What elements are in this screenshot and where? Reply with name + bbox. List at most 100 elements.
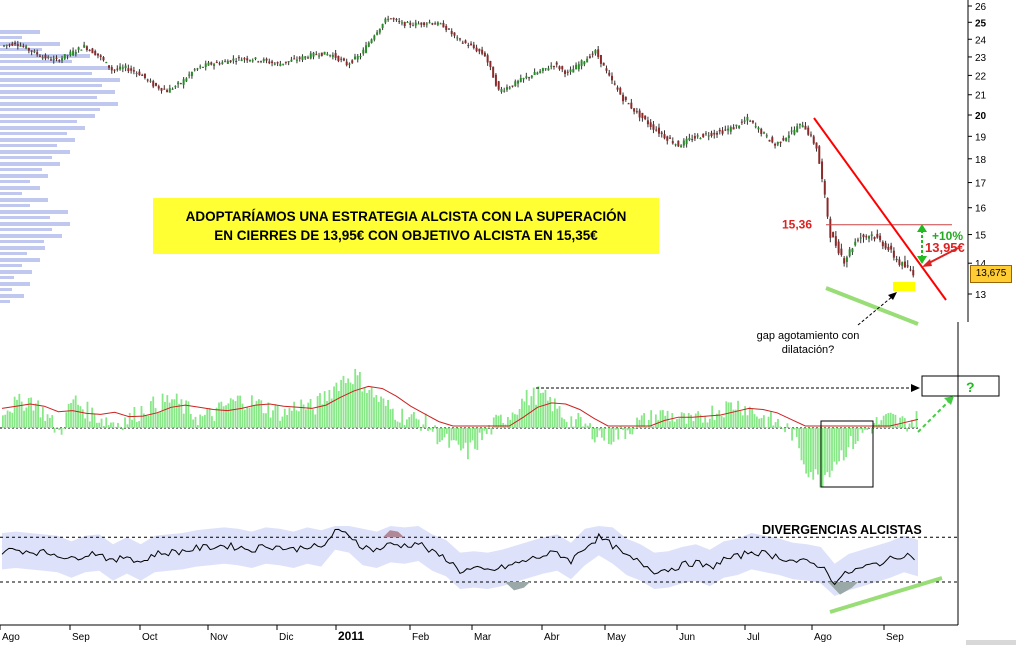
- time-tick-label: Mar: [474, 632, 492, 643]
- candle-body: [903, 261, 906, 268]
- candle-body: [704, 133, 707, 135]
- candle-body: [862, 234, 865, 238]
- histogram-bar: [859, 428, 862, 430]
- candle-body: [326, 54, 329, 56]
- candle-body: [721, 130, 724, 134]
- histogram-bar: [255, 400, 258, 428]
- histogram-bar: [856, 428, 859, 442]
- candle-body: [478, 48, 481, 52]
- histogram-bar: [86, 401, 89, 428]
- volume-profile-bar: [0, 66, 110, 70]
- histogram-bar: [337, 391, 340, 428]
- histogram-bar: [389, 409, 392, 428]
- candle-body: [663, 134, 666, 139]
- histogram-bar: [142, 413, 145, 428]
- candle-body: [624, 96, 627, 101]
- histogram-bar: [366, 392, 368, 428]
- histogram-bar: [854, 428, 857, 444]
- histogram-bar: [368, 390, 371, 428]
- candle-body: [660, 132, 663, 134]
- histogram-bar: [497, 415, 500, 428]
- candle-body: [713, 132, 716, 135]
- candle-body: [132, 70, 135, 72]
- candle-body: [157, 86, 160, 89]
- histogram-bar: [596, 428, 599, 438]
- candle-body: [680, 145, 683, 148]
- candle-body: [544, 68, 547, 70]
- candle-body: [641, 112, 644, 119]
- histogram-bar: [908, 423, 911, 428]
- candle-body: [442, 22, 445, 28]
- candle-body: [121, 67, 124, 69]
- oversold-fill: [505, 582, 530, 591]
- candle-body: [348, 63, 351, 65]
- histogram-bar: [323, 391, 326, 428]
- candle-body: [599, 55, 602, 64]
- candle-body: [605, 68, 608, 71]
- histogram-bar: [488, 425, 490, 428]
- candle-body: [774, 143, 777, 146]
- candle-body: [179, 83, 182, 85]
- histogram-bar: [753, 414, 756, 428]
- volume-profile-bar: [0, 48, 42, 51]
- histogram-bar: [403, 425, 406, 428]
- histogram-bar: [579, 416, 582, 428]
- candle-body: [55, 57, 58, 59]
- histogram-bar: [711, 405, 714, 428]
- candle-body: [135, 73, 138, 75]
- candle-body: [738, 125, 741, 129]
- candle-body: [710, 132, 713, 136]
- histogram-bar: [220, 401, 223, 428]
- histogram-bar: [873, 422, 876, 428]
- candle-body: [182, 79, 185, 85]
- histogram-bar: [694, 413, 697, 428]
- volume-profile-bar: [0, 84, 102, 87]
- histogram-bar: [281, 416, 284, 428]
- candle-body: [260, 60, 263, 62]
- histogram-bar: [805, 428, 808, 474]
- time-tick-label: May: [607, 632, 626, 643]
- candle-body: [666, 136, 669, 141]
- histogram-bar: [713, 419, 716, 428]
- candle-body: [309, 53, 312, 59]
- candle-body: [69, 51, 72, 55]
- histogram-bar: [18, 393, 21, 428]
- histogram-bar: [650, 410, 653, 428]
- price-tick-label: 18: [975, 155, 987, 166]
- histogram-bar: [880, 420, 883, 428]
- volume-profile-bar: [0, 246, 45, 250]
- histogram-bar: [213, 420, 216, 428]
- candle-body: [213, 64, 216, 66]
- candle-body: [743, 120, 746, 122]
- histogram-bar: [744, 406, 746, 428]
- trigger-arrowhead: [922, 259, 932, 267]
- histogram-bar: [861, 428, 864, 433]
- price-tick-label: 13: [975, 290, 987, 301]
- volume-profile-bar: [0, 270, 32, 274]
- candle-body: [240, 59, 243, 61]
- volume-profile-bar: [0, 120, 77, 123]
- histogram-bar: [521, 398, 523, 428]
- candle-body: [279, 63, 282, 67]
- histogram-bar: [253, 405, 256, 428]
- candle-body: [365, 45, 368, 53]
- histogram-bar: [716, 413, 718, 428]
- histogram-bar: [356, 375, 359, 428]
- histogram-bar: [819, 428, 822, 488]
- histogram-bar: [126, 424, 129, 428]
- histogram-bar: [333, 386, 335, 428]
- candle-body: [785, 137, 788, 141]
- histogram-bar: [34, 403, 37, 428]
- histogram-bar: [612, 428, 615, 442]
- histogram-bar: [384, 405, 387, 428]
- time-tick-label: Oct: [142, 632, 158, 643]
- candle-body: [796, 126, 799, 133]
- histogram-bar: [295, 410, 298, 428]
- histogram-bar: [640, 415, 643, 428]
- candle-body: [94, 51, 97, 56]
- candle-body: [171, 88, 174, 90]
- candle-body: [340, 58, 343, 60]
- candle-body: [746, 116, 749, 121]
- histogram-bar: [824, 428, 826, 475]
- gap-highlight: [893, 282, 915, 291]
